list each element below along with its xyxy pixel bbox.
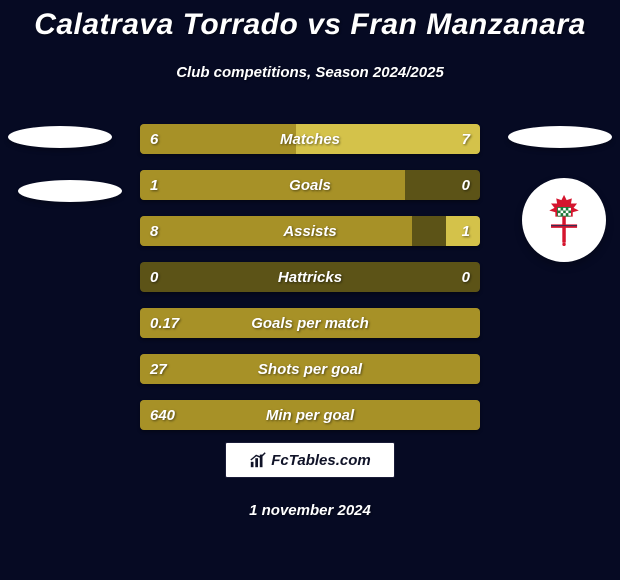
stat-right-fill bbox=[296, 124, 480, 154]
chart-icon bbox=[249, 451, 267, 469]
stats-bars: 67Matches10Goals81Assists00Hattricks0.17… bbox=[140, 124, 480, 446]
stat-row-goals: 10Goals bbox=[140, 170, 480, 200]
player-left-name: Calatrava Torrado bbox=[34, 8, 298, 41]
player-right-name: Fran Manzanara bbox=[350, 8, 585, 41]
stat-right-value: 0 bbox=[462, 262, 470, 292]
stat-left-fill bbox=[140, 170, 405, 200]
stat-row-shots-per-goal: 27Shots per goal bbox=[140, 354, 480, 384]
site-logo-text: FcTables.com bbox=[271, 452, 370, 469]
stat-left-value: 0 bbox=[150, 262, 158, 292]
title-vs: vs bbox=[307, 8, 341, 41]
stat-left-fill bbox=[140, 124, 296, 154]
stat-left-fill bbox=[140, 308, 480, 338]
stat-right-fill bbox=[446, 216, 480, 246]
site-logo: FcTables.com bbox=[225, 442, 395, 478]
stat-row-goals-per-match: 0.17Goals per match bbox=[140, 308, 480, 338]
stat-label: Hattricks bbox=[140, 262, 480, 292]
player-right-avatar bbox=[508, 126, 612, 148]
stat-row-hattricks: 0 0Hattricks bbox=[140, 262, 480, 292]
stat-left-fill bbox=[140, 400, 480, 430]
club-left-crest bbox=[18, 180, 122, 202]
snapshot-date: 1 november 2024 bbox=[0, 502, 620, 519]
stat-right-value: 0 bbox=[462, 170, 470, 200]
player-left-avatar bbox=[8, 126, 112, 148]
shield-icon bbox=[538, 194, 590, 246]
stat-row-matches: 67Matches bbox=[140, 124, 480, 154]
club-right-crest bbox=[522, 178, 606, 262]
stat-row-min-per-goal: 640Min per goal bbox=[140, 400, 480, 430]
comparison-subtitle: Club competitions, Season 2024/2025 bbox=[0, 64, 620, 81]
stat-left-fill bbox=[140, 216, 412, 246]
stat-row-assists: 81Assists bbox=[140, 216, 480, 246]
comparison-title: Calatrava Torrado vs Fran Manzanara bbox=[0, 8, 620, 42]
stat-left-fill bbox=[140, 354, 480, 384]
